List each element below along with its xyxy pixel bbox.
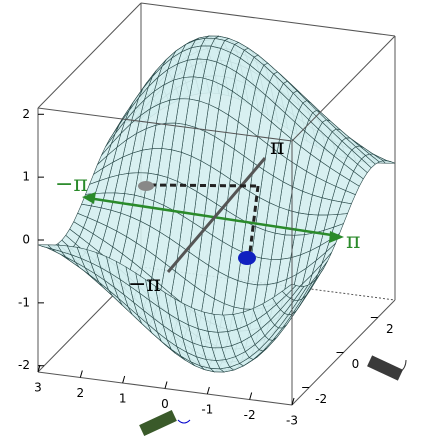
z-tick-label: 2 xyxy=(22,107,30,121)
chip-icon xyxy=(367,355,407,381)
x-tick xyxy=(291,397,295,406)
arrow-head xyxy=(329,231,344,243)
z-tick-label: -2 xyxy=(18,358,30,372)
box-edge xyxy=(37,107,293,142)
x-tick-label: -3 xyxy=(286,414,298,428)
surface xyxy=(37,35,396,373)
z-tick-label: -1 xyxy=(18,295,30,309)
x-tick-label: 3 xyxy=(34,381,42,395)
x-tick xyxy=(79,370,83,378)
x-tick-label: 1 xyxy=(119,392,127,406)
blue-point xyxy=(238,251,256,265)
box-edge xyxy=(140,2,396,37)
annotation: π xyxy=(270,135,284,160)
x-tick-label: -2 xyxy=(244,408,256,422)
y-tick-label: -2 xyxy=(315,392,327,406)
axes: -2 -1 0 1 2 3 2 1 0 -1 -2 -3 -2 0 2 xyxy=(18,2,396,428)
x-tick-label: 2 xyxy=(77,386,85,400)
annotation: π xyxy=(346,229,360,254)
x-tick xyxy=(122,375,126,384)
gray-point xyxy=(138,181,154,191)
z-tick-label: 0 xyxy=(22,233,30,247)
annotation: −π xyxy=(55,172,88,197)
box-edge xyxy=(291,35,396,142)
x-tick xyxy=(206,386,210,395)
box-edge xyxy=(37,2,142,109)
arrow-head xyxy=(82,192,96,204)
z-tick-label: 1 xyxy=(22,170,30,184)
annotation: −π xyxy=(128,272,161,297)
dashed-line xyxy=(149,183,259,188)
y-tick-label: 0 xyxy=(352,357,360,371)
surface-cell xyxy=(37,244,53,250)
x-tick-label: 0 xyxy=(161,397,169,411)
gray-arrow xyxy=(166,157,267,273)
chip-icon xyxy=(139,409,191,437)
x-tick xyxy=(249,392,253,400)
x-tick xyxy=(164,381,168,389)
dashed-line xyxy=(248,185,260,253)
x-tick xyxy=(37,364,41,373)
overlay: −π π −π π xyxy=(55,135,407,437)
y-tick-label: 2 xyxy=(386,322,394,336)
x-tick-label: -1 xyxy=(201,403,213,417)
